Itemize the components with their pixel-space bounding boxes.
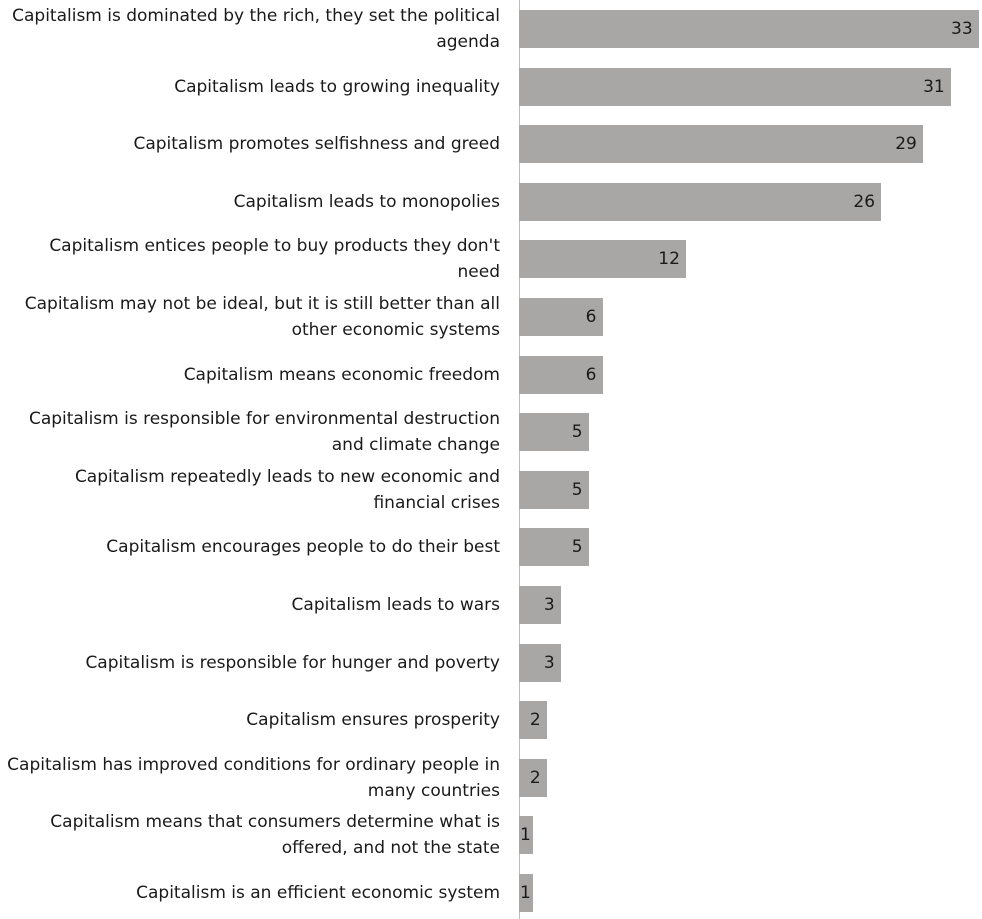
- data-label: 5: [571, 537, 583, 558]
- bar: [519, 816, 533, 855]
- bar: [519, 643, 561, 682]
- category-label: Capitalism means economic freedom: [183, 364, 500, 385]
- data-label: 31: [923, 76, 945, 97]
- bar: [519, 355, 603, 394]
- category-label: Capitalism has improved conditions for o…: [7, 754, 500, 801]
- bar: [519, 701, 547, 740]
- bar: [519, 586, 561, 624]
- bar: [519, 240, 687, 279]
- data-label: 6: [585, 307, 597, 327]
- category-label: Capitalism means that consumers determin…: [50, 812, 500, 859]
- data-label: 3: [543, 595, 555, 615]
- data-label: 26: [853, 191, 876, 212]
- bar: [519, 528, 589, 567]
- bar: [519, 67, 952, 106]
- bar: [519, 10, 979, 48]
- category-label: Capitalism entices people to buy product…: [49, 236, 500, 283]
- category-label: Capitalism repeatedly leads to new econo…: [74, 466, 500, 513]
- category-label: Capitalism is responsible for hunger and…: [85, 652, 500, 673]
- bar: [519, 874, 533, 912]
- data-label: 1: [520, 825, 531, 846]
- data-label: 12: [658, 249, 680, 270]
- data-label: 5: [571, 422, 583, 443]
- data-label: 1: [520, 883, 531, 903]
- category-label: Capitalism leads to monopolies: [233, 191, 500, 212]
- data-label: 6: [585, 364, 597, 385]
- category-label: Capitalism leads to wars: [291, 595, 500, 615]
- data-label: 2: [529, 710, 541, 731]
- data-label: 3: [543, 652, 555, 673]
- bar: [519, 413, 589, 452]
- category-axis-line: [519, 0, 520, 919]
- category-label: Capitalism encourages people to do their…: [106, 537, 500, 558]
- bar: [519, 758, 547, 797]
- bar: [519, 125, 924, 164]
- bar: [519, 470, 589, 509]
- category-label: Capitalism is dominated by the rich, the…: [12, 6, 500, 52]
- category-label: Capitalism promotes selfishness and gree…: [133, 134, 500, 155]
- bar: [519, 298, 603, 336]
- bar: [519, 182, 882, 221]
- category-label: Capitalism may not be ideal, but it is s…: [24, 294, 500, 340]
- category-label: Capitalism is an efficient economic syst…: [136, 883, 500, 903]
- data-label: 33: [951, 19, 973, 39]
- data-label: 2: [529, 767, 541, 788]
- data-label: 29: [895, 134, 917, 155]
- category-label: Capitalism is responsible for environmen…: [28, 409, 500, 456]
- data-label: 5: [571, 479, 583, 500]
- category-label: Capitalism ensures prosperity: [246, 710, 500, 731]
- category-label: Capitalism leads to growing inequality: [174, 76, 500, 97]
